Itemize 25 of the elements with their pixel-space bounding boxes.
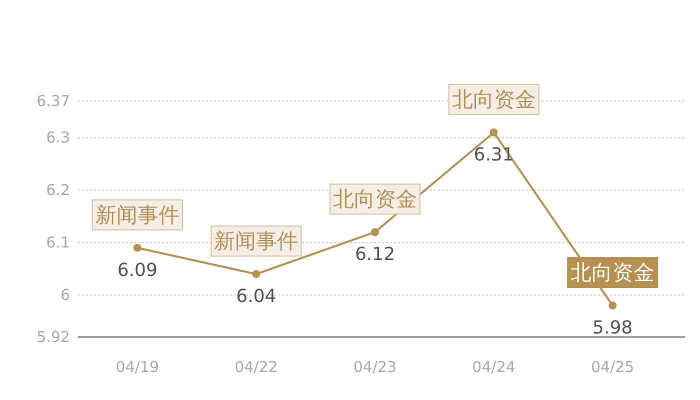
x-tick-label: 04/22 <box>234 358 278 376</box>
x-tick-label: 04/24 <box>472 358 516 376</box>
data-label: 5.98 <box>592 318 633 339</box>
point <box>133 244 142 252</box>
y-tick-label: 6.3 <box>46 128 70 147</box>
point <box>252 270 260 278</box>
annotation: 新闻事件 <box>95 202 180 227</box>
x-tick-label: 04/25 <box>590 358 634 376</box>
data-label: 6.12 <box>354 244 396 266</box>
annotation: 新闻事件 <box>214 229 298 254</box>
x-tick-label: 04/19 <box>116 358 160 376</box>
point <box>608 302 617 310</box>
y-tick-label: 6.2 <box>46 181 70 200</box>
y-tick-label: 6.37 <box>36 92 70 110</box>
point <box>490 128 498 136</box>
annotation: 北向资金 <box>333 187 417 212</box>
annotation: 北向资金 <box>452 87 536 112</box>
x-tick-label: 04/23 <box>353 358 397 376</box>
y-tick-label: 5.92 <box>36 328 70 346</box>
annotation: 北向资金 <box>570 260 655 285</box>
data-label: 6.04 <box>236 286 276 308</box>
data-label: 6.09 <box>117 260 158 281</box>
y-tick-label: 6.1 <box>46 234 70 252</box>
y-tick-label: 6 <box>60 286 70 304</box>
point <box>371 228 379 236</box>
